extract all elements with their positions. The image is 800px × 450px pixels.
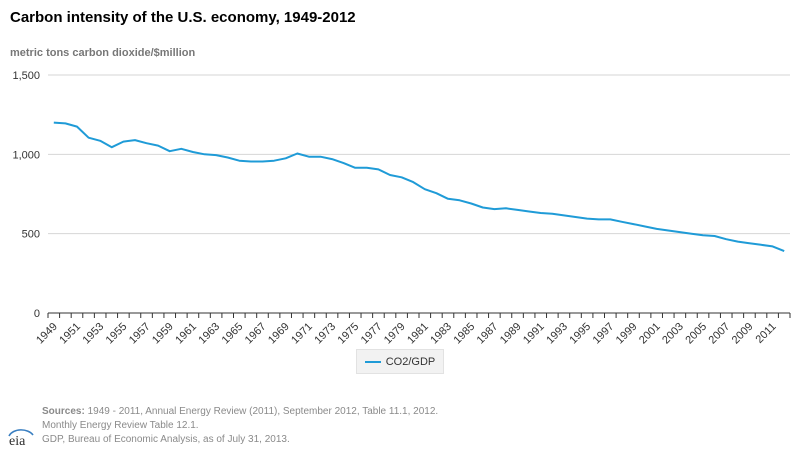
y-tick-label: 1,500	[12, 70, 40, 82]
gridlines	[48, 74, 790, 235]
x-tick-label: 2009	[730, 321, 756, 347]
x-tick-label: 1965	[220, 321, 246, 347]
x-tick-label: 1961	[173, 321, 199, 347]
y-tick-label: 0	[34, 308, 40, 320]
x-tick-label: 1973	[312, 321, 338, 347]
eia-logo: eia	[8, 429, 34, 447]
x-tick-label: 1963	[196, 321, 222, 347]
x-tick-label: 1955	[104, 321, 130, 347]
y-axis-unit-label: metric tons carbon dioxide/$million	[10, 47, 196, 59]
x-tick-label: 2007	[707, 321, 733, 347]
x-tick-label: 2005	[683, 321, 709, 347]
sources-label: Sources:	[42, 406, 85, 417]
x-tick-label: 1981	[405, 321, 431, 347]
x-tick-label: 1951	[57, 321, 83, 347]
x-tick-label: 1979	[382, 321, 408, 347]
legend-label-co2-gdp: CO2/GDP	[385, 355, 436, 368]
x-tick-label: 1987	[475, 321, 501, 347]
x-tick-label: 1957	[127, 321, 153, 347]
x-tick-label: 1969	[266, 321, 292, 347]
x-tick-label: 1983	[428, 321, 454, 347]
x-tick-label: 1991	[521, 321, 547, 347]
eia-logo-text: eia	[9, 434, 26, 447]
y-tick-label: 500	[22, 229, 40, 241]
x-tick-label: 1967	[243, 321, 269, 347]
y-tick-label: 1,000	[12, 149, 40, 161]
x-tick-label: 1989	[498, 321, 524, 347]
sources-line-1: Sources: 1949 - 2011, Annual Energy Revi…	[42, 405, 438, 419]
sources-line-3: GDP, Bureau of Economic Analysis, as of …	[42, 434, 290, 445]
x-tick-label: 1971	[289, 321, 315, 347]
x-tick-label: 1959	[150, 321, 176, 347]
x-tick-label: 2003	[660, 321, 686, 347]
x-tick-label: 1985	[451, 321, 477, 347]
x-tick-label: 1995	[567, 321, 593, 347]
x-tick-label: 1977	[359, 321, 385, 347]
chart-title: Carbon intensity of the U.S. economy, 19…	[10, 9, 356, 26]
legend-swatch-co2-gdp	[364, 360, 381, 363]
x-tick-label: 1975	[336, 321, 362, 347]
y-axis-ticks: 0 500 1,000 1,500	[12, 70, 40, 320]
eia-logo-arc	[8, 429, 34, 437]
x-tick-label: 1997	[591, 321, 617, 347]
series-line	[53, 121, 785, 253]
sources-line-2: Monthly Energy Review Table 12.1.	[42, 420, 199, 431]
x-tick-label: 2011	[754, 321, 779, 346]
x-tick-label: 1949	[34, 321, 60, 347]
legend[interactable]: CO2/GDP	[356, 349, 444, 374]
series-co2-gdp	[53, 121, 785, 253]
sources-text-1: 1949 - 2011, Annual Energy Review (2011)…	[87, 406, 439, 417]
sources-note: Sources: 1949 - 2011, Annual Energy Revi…	[42, 405, 438, 447]
x-axis-ticks: 1949195119531955195719591961196319651967…	[34, 313, 791, 347]
x-tick-label: 2001	[637, 321, 663, 347]
x-tick-label: 1999	[614, 321, 640, 347]
x-tick-label: 1953	[80, 321, 106, 347]
x-tick-label: 1993	[544, 321, 570, 347]
